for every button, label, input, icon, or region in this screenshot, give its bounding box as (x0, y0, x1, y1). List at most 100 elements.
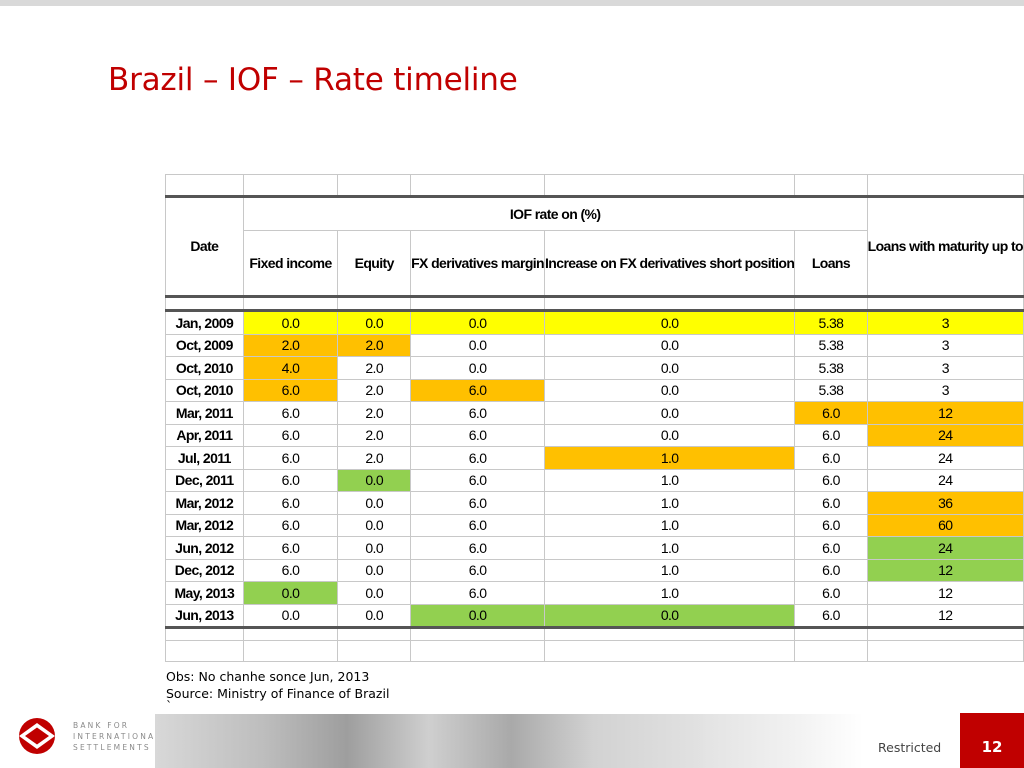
table-cell: 2.0 (337, 401, 412, 425)
table-row: Mar, 2011 6.0 2.0 6.0 0.0 6.0 12 (165, 401, 1024, 425)
table-cell: 1.0 (544, 446, 796, 470)
table-cell: 6.0 (242, 513, 339, 537)
column-header: Fixed income (242, 230, 339, 297)
table-cell: 6.0 (410, 536, 546, 560)
table-row: Jan, 2009 0.0 0.0 0.0 0.0 5.38 3 (165, 310, 1024, 335)
bis-logo-icon (12, 715, 62, 757)
table-cell: 12 (866, 581, 1024, 605)
row-date: Mar, 2012 (165, 491, 244, 515)
table-cell: 3 (866, 310, 1024, 335)
date-header: Date (165, 195, 244, 297)
table-cell: 5.38 (794, 333, 868, 357)
table-cell: 0.0 (242, 603, 339, 629)
row-date: May, 2013 (165, 581, 244, 605)
column-header: Increase on FX derivatives short positio… (544, 230, 796, 297)
tick-mark: ` (166, 698, 173, 713)
table-cell: 12 (866, 603, 1024, 629)
table-cell: 0.0 (544, 310, 796, 335)
iof-rate-table: Date IOF rate on (%) Loans with maturity… (165, 174, 1024, 662)
table-row: Oct, 2009 2.0 2.0 0.0 0.0 5.38 3 (165, 333, 1024, 357)
row-date: Jan, 2009 (165, 310, 244, 335)
table-cell: 2.0 (337, 333, 412, 357)
table-notes: Obs: No chanhe sonce Jun, 2013 Source: M… (166, 668, 390, 713)
table-cell: 6.0 (794, 468, 868, 492)
table-cell: 2.0 (242, 333, 339, 357)
table-spacer-row (165, 295, 1024, 312)
table-cell: 6.0 (794, 513, 868, 537)
table-cell: 5.38 (794, 356, 868, 380)
table-cell: 6.0 (794, 581, 868, 605)
row-date: Jun, 2013 (165, 603, 244, 629)
table-cell: 0.0 (337, 581, 412, 605)
table-cell: 6.0 (410, 581, 546, 605)
table-cell: 2.0 (337, 356, 412, 380)
table-cell: 0.0 (337, 558, 412, 582)
table-cell: 3 (866, 356, 1024, 380)
bis-logo-text: BANK FOR INTERNATIONAL SETTLEMENTS (73, 721, 162, 752)
table-cell: 1.0 (544, 536, 796, 560)
table-cell: 6.0 (794, 536, 868, 560)
table-row: Mar, 2012 6.0 0.0 6.0 1.0 6.0 36 (165, 491, 1024, 515)
table-row: Jun, 2013 0.0 0.0 0.0 0.0 6.0 12 (165, 603, 1024, 629)
table-cell: 4.0 (242, 356, 339, 380)
table-cell: 6.0 (242, 536, 339, 560)
table-cell: 6.0 (794, 423, 868, 447)
table-cell: 0.0 (242, 581, 339, 605)
row-date: Oct, 2010 (165, 378, 244, 402)
column-header: FX derivatives margin (410, 230, 546, 297)
table-cell: 6.0 (242, 423, 339, 447)
table-cell: 0.0 (337, 310, 412, 335)
table-cell: 6.0 (410, 401, 546, 425)
slide-title: Brazil – IOF – Rate timeline (108, 62, 518, 98)
table-cell: 2.0 (337, 423, 412, 447)
table-cell: 0.0 (544, 401, 796, 425)
row-date: Oct, 2010 (165, 356, 244, 380)
table-cell: 6.0 (410, 513, 546, 537)
top-bar (0, 0, 1024, 6)
table-cell: 1.0 (544, 558, 796, 582)
table-cell: 2.0 (337, 378, 412, 402)
table-spacer-row (165, 640, 1024, 662)
table-cell: 0.0 (337, 513, 412, 537)
table-cell: 6.0 (242, 378, 339, 402)
table-cell: 0.0 (337, 491, 412, 515)
table-row: Mar, 2012 6.0 0.0 6.0 1.0 6.0 60 (165, 513, 1024, 537)
table-cell: 0.0 (337, 536, 412, 560)
table-cell: 6.0 (794, 558, 868, 582)
table-cell: 12 (866, 401, 1024, 425)
classification-label: Restricted (878, 740, 942, 755)
table-cell: 1.0 (544, 513, 796, 537)
table-cell: 0.0 (544, 333, 796, 357)
table-spacer-row (165, 627, 1024, 641)
footer-photo-fade (703, 714, 863, 768)
table-cell: 2.0 (337, 446, 412, 470)
table-row: Jun, 2012 6.0 0.0 6.0 1.0 6.0 24 (165, 536, 1024, 560)
table-spacer-row (165, 174, 1024, 197)
table-cell: 0.0 (544, 423, 796, 447)
table-row: May, 2013 0.0 0.0 6.0 1.0 6.0 12 (165, 581, 1024, 605)
obs-note: Obs: No chanhe sonce Jun, 2013 (166, 669, 370, 684)
footer-photo-strip (155, 714, 703, 768)
table-row: Apr, 2011 6.0 2.0 6.0 0.0 6.0 24 (165, 423, 1024, 447)
table-row: Dec, 2012 6.0 0.0 6.0 1.0 6.0 12 (165, 558, 1024, 582)
row-date: Dec, 2012 (165, 558, 244, 582)
table-cell: 0.0 (544, 356, 796, 380)
table-cell: 6.0 (794, 446, 868, 470)
column-header: Loans (794, 230, 868, 297)
table-cell: 6.0 (410, 491, 546, 515)
table-cell: 5.38 (794, 378, 868, 402)
source-note: Source: Ministry of Finance of Brazil (166, 686, 390, 701)
table-cell: 6.0 (410, 378, 546, 402)
column-header: Equity (337, 230, 412, 297)
table-cell: 36 (866, 491, 1024, 515)
table-row: Jul, 2011 6.0 2.0 6.0 1.0 6.0 24 (165, 446, 1024, 470)
table-cell: 6.0 (410, 446, 546, 470)
page-number: 12 (981, 738, 1003, 756)
loans-maturity-header: Loans with maturity up to (866, 195, 1024, 297)
table-cell: 0.0 (410, 356, 546, 380)
table-cell: 0.0 (242, 310, 339, 335)
row-date: Oct, 2009 (165, 333, 244, 357)
row-date: Jun, 2012 (165, 536, 244, 560)
page-number-box (960, 713, 1024, 768)
table-cell: 24 (866, 536, 1024, 560)
